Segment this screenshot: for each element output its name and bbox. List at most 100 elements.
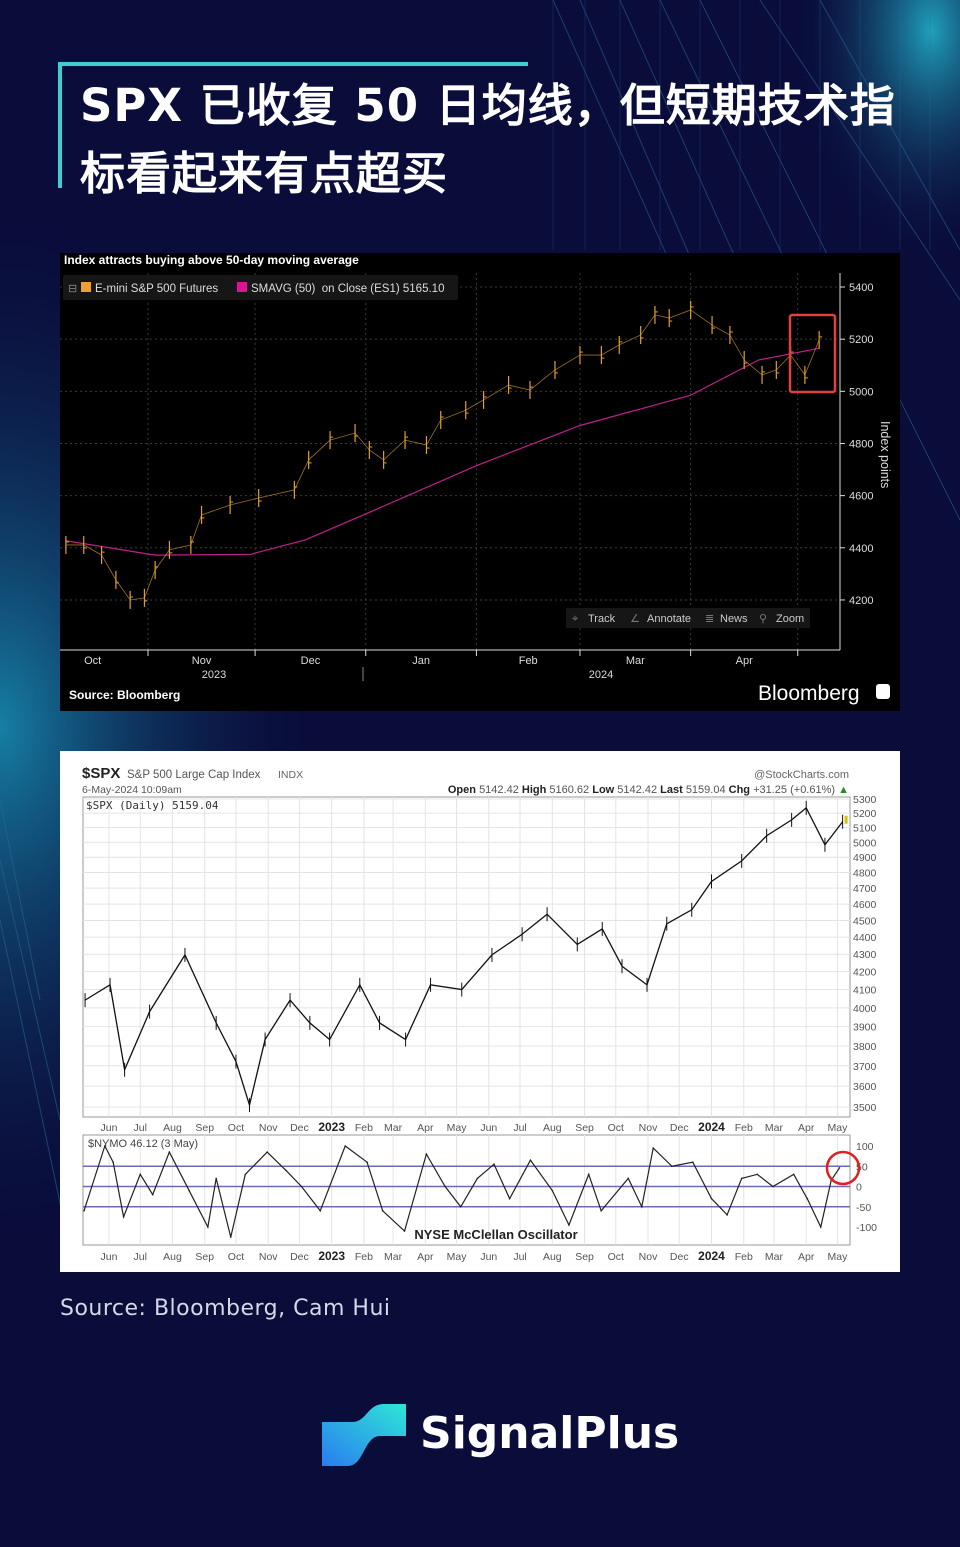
y-tick-label: 4800 [849, 438, 873, 450]
oscillator-point [444, 1185, 446, 1188]
y-tick-label: 5400 [849, 282, 873, 294]
highlight-box [788, 313, 837, 394]
oscillator-point [772, 1185, 774, 1188]
track-icon: ⌖ [572, 613, 578, 625]
oscillator-point [476, 1177, 479, 1180]
legend-collapse-icon[interactable]: ⊟ [68, 283, 77, 295]
background-line [759, 0, 960, 301]
y-tick-label: 4400 [849, 543, 873, 555]
last-price-marker [844, 815, 848, 824]
annotate-button[interactable]: Annotate [647, 613, 691, 625]
oscillator-title: NYSE McClellan Oscillator [414, 1227, 577, 1242]
legend-swatch-futures [81, 282, 91, 292]
oscillator-point [493, 1163, 495, 1166]
datetime-label: 6-May-2024 10:09am [82, 784, 182, 796]
price-line [84, 806, 844, 1108]
oscillator-point [244, 1173, 247, 1176]
y-tick-label: 3500 [853, 1102, 877, 1114]
sma-line [65, 347, 820, 556]
oscillator-point [600, 1210, 603, 1212]
x-month-label: Mar [384, 1122, 403, 1134]
ohlc-readout: Open 5142.42 High 5160.62 Low 5142.42 La… [448, 784, 849, 796]
x-month-label: Mar [384, 1251, 403, 1263]
oscillator-point [710, 1197, 713, 1200]
x-month-label: Jun [101, 1122, 118, 1134]
signalplus-logo-icon [322, 1404, 406, 1466]
news-icon: ≣ [705, 613, 714, 625]
oscillator-point [300, 1185, 303, 1188]
x-month-label: Jul [133, 1251, 146, 1263]
chart-title: Index attracts buying above 50-day movin… [64, 253, 359, 267]
x-month-label: Apr [798, 1122, 815, 1134]
x-month-label: Aug [163, 1251, 182, 1263]
page-title: SPX 已收复 50 日均线，但短期技术指标看起来有点超买 [80, 79, 896, 200]
y-axis-label: Index points [878, 421, 892, 488]
x-month-label: Nov [192, 655, 212, 667]
x-month-label: Dec [290, 1251, 309, 1263]
oscillator-point [568, 1224, 570, 1226]
zoom-button[interactable]: Zoom [776, 613, 804, 625]
oscillator-point [207, 1226, 209, 1228]
x-month-label: Feb [355, 1122, 373, 1134]
x-year-label: 2023 [202, 669, 226, 681]
background-line [0, 859, 61, 1121]
source-label: Source: Bloomberg [69, 688, 180, 702]
oscillator-point [425, 1153, 428, 1155]
x-month-label: Feb [355, 1251, 373, 1263]
news-button[interactable]: News [720, 613, 748, 625]
track-button[interactable]: Track [588, 613, 616, 625]
x-month-label: Mar [765, 1122, 784, 1134]
oscillator-point [83, 1210, 85, 1212]
footer-source: Source: Bloomberg, Cam Hui [60, 1296, 391, 1321]
index-name: S&P 500 Large Cap Index [127, 769, 261, 781]
oscillator-point [285, 1169, 287, 1172]
x-month-label: Aug [163, 1122, 182, 1134]
oscillator-line [83, 1144, 841, 1238]
oscillator-point [792, 1173, 795, 1176]
x-month-label: May [447, 1122, 468, 1134]
x-month-label: Oct [84, 655, 101, 667]
y-tick-label: 4900 [853, 852, 877, 864]
stockcharts-chart: $SPX S&P 500 Large Cap Index INDX @Stock… [60, 751, 900, 1272]
y-tick-label: 4300 [853, 949, 877, 961]
oscillator-point [139, 1173, 142, 1176]
oscillator-point [403, 1230, 406, 1232]
x-month-label: Sep [195, 1251, 214, 1263]
oscillator-point [151, 1193, 154, 1196]
bloomberg-logo: Bloomberg [758, 682, 860, 705]
oscillator-point [652, 1147, 655, 1149]
oscillator-point [819, 1226, 822, 1228]
oscillator-point [381, 1210, 384, 1212]
x-month-label: Jul [513, 1122, 526, 1134]
background-line [0, 919, 71, 1251]
background-line [819, 0, 960, 251]
oscillator-point [122, 1216, 125, 1218]
y-tick-label: 5000 [853, 837, 877, 849]
x-month-label: 2024 [698, 1249, 725, 1263]
y-tick-label: -100 [856, 1222, 877, 1234]
oscillator-point [266, 1151, 268, 1153]
oscillator-legend: $NYMO 46.12 (3 May) [88, 1138, 198, 1150]
x-month-label: Dec [670, 1251, 689, 1263]
x-month-label: Apr [736, 655, 753, 667]
zoom-icon: ⚲ [759, 613, 767, 625]
oscillator-point [529, 1159, 532, 1161]
x-month-label: 2023 [318, 1120, 345, 1134]
y-tick-label: 5100 [853, 823, 877, 835]
y-tick-label: 3700 [853, 1061, 877, 1073]
y-tick-label: 3800 [853, 1041, 877, 1053]
price-panel-frame [82, 796, 851, 1118]
stockcharts-watermark: @StockCharts.com [754, 769, 849, 781]
oscillator-point [229, 1236, 232, 1238]
x-month-label: May [447, 1251, 468, 1263]
x-month-label: Jun [480, 1251, 497, 1263]
oscillator-point [691, 1161, 694, 1163]
x-month-label: Sep [575, 1122, 594, 1134]
x-month-label: Jan [412, 655, 430, 667]
x-month-label: Apr [417, 1251, 434, 1263]
price-legend: $SPX (Daily) 5159.04 [86, 799, 219, 812]
y-tick-label: 5200 [853, 808, 877, 820]
annotate-icon: ∠ [630, 613, 640, 625]
y-tick-label: 5200 [849, 334, 873, 346]
oscillator-point [756, 1173, 759, 1176]
